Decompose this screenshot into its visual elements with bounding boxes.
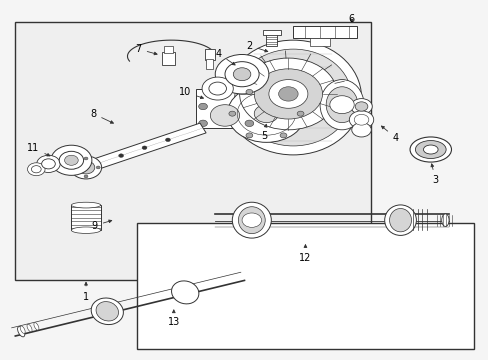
Circle shape: [297, 111, 304, 116]
Circle shape: [119, 154, 123, 157]
Polygon shape: [83, 123, 205, 172]
Bar: [310, 38, 329, 45]
Circle shape: [280, 133, 286, 138]
Circle shape: [41, 159, 55, 169]
Text: 5: 5: [260, 124, 266, 140]
Bar: [206, 59, 213, 69]
Circle shape: [245, 133, 252, 138]
Ellipse shape: [27, 324, 32, 332]
Text: 1: 1: [83, 282, 89, 302]
Bar: [195, 89, 259, 128]
Circle shape: [353, 114, 368, 125]
Text: 6: 6: [348, 14, 354, 24]
Circle shape: [198, 120, 207, 127]
Circle shape: [84, 157, 88, 160]
Ellipse shape: [325, 87, 357, 123]
Ellipse shape: [415, 140, 445, 158]
Text: 9: 9: [92, 220, 111, 230]
Text: 3: 3: [430, 164, 438, 185]
Circle shape: [198, 103, 207, 110]
Circle shape: [254, 105, 278, 123]
Circle shape: [350, 99, 371, 114]
Circle shape: [245, 89, 252, 94]
Text: 2: 2: [246, 41, 267, 52]
Circle shape: [228, 111, 235, 116]
Ellipse shape: [441, 214, 448, 226]
Bar: [204, 49, 215, 60]
Circle shape: [165, 138, 170, 141]
Circle shape: [64, 155, 78, 165]
Circle shape: [208, 82, 226, 95]
Circle shape: [59, 151, 83, 169]
Bar: [137, 223, 473, 348]
Circle shape: [354, 102, 367, 111]
Text: 13: 13: [167, 310, 180, 327]
Circle shape: [278, 87, 298, 101]
Circle shape: [244, 120, 253, 127]
Ellipse shape: [389, 208, 411, 232]
Ellipse shape: [71, 227, 101, 233]
Bar: [161, 51, 175, 65]
Bar: [263, 31, 280, 35]
Text: 11: 11: [27, 143, 50, 156]
Ellipse shape: [171, 281, 199, 304]
Bar: [163, 46, 172, 53]
Bar: [71, 205, 101, 230]
Text: 4: 4: [215, 49, 235, 65]
Ellipse shape: [224, 40, 361, 155]
Text: 10: 10: [179, 87, 203, 99]
Ellipse shape: [71, 202, 101, 208]
Text: 12: 12: [299, 245, 311, 263]
Ellipse shape: [234, 49, 351, 146]
Ellipse shape: [320, 80, 363, 130]
Ellipse shape: [384, 205, 415, 235]
Circle shape: [224, 62, 259, 87]
Circle shape: [227, 85, 305, 142]
Circle shape: [210, 105, 239, 126]
Ellipse shape: [20, 326, 25, 333]
Circle shape: [242, 213, 261, 227]
Circle shape: [202, 77, 233, 100]
Circle shape: [70, 156, 102, 179]
Circle shape: [351, 123, 370, 137]
Circle shape: [215, 54, 268, 94]
Circle shape: [84, 175, 88, 178]
Ellipse shape: [409, 137, 450, 162]
Bar: [266, 33, 277, 45]
Text: 8: 8: [90, 109, 113, 123]
Circle shape: [96, 166, 100, 169]
Ellipse shape: [238, 207, 264, 234]
Circle shape: [142, 146, 147, 149]
Circle shape: [329, 96, 353, 114]
Circle shape: [239, 58, 336, 130]
Circle shape: [72, 166, 76, 169]
Circle shape: [37, 155, 60, 172]
Circle shape: [348, 111, 373, 129]
Text: 4: 4: [381, 126, 398, 143]
Circle shape: [51, 145, 92, 175]
Text: 7: 7: [135, 44, 157, 55]
Ellipse shape: [34, 323, 39, 330]
Circle shape: [31, 166, 41, 173]
Circle shape: [77, 161, 95, 174]
Bar: [293, 26, 356, 39]
Circle shape: [27, 163, 45, 176]
Circle shape: [254, 69, 322, 119]
Circle shape: [233, 68, 250, 81]
Ellipse shape: [18, 327, 25, 337]
Ellipse shape: [96, 302, 118, 321]
Ellipse shape: [232, 202, 271, 238]
Circle shape: [280, 89, 286, 94]
Circle shape: [268, 80, 307, 108]
Ellipse shape: [91, 298, 123, 325]
Ellipse shape: [423, 145, 437, 154]
Bar: [15, 22, 370, 280]
Circle shape: [244, 103, 253, 110]
